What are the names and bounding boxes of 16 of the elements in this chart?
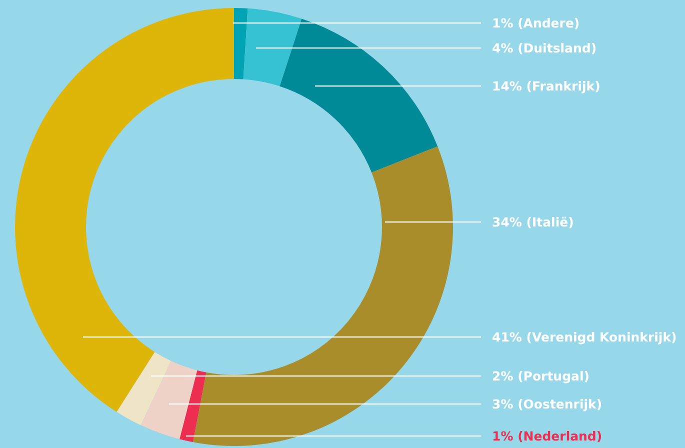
slice-label: 4% (Duitsland)	[492, 40, 597, 56]
donut-slice	[140, 360, 198, 440]
donut-slice	[15, 8, 234, 412]
donut-slice	[234, 8, 248, 80]
donut-slice	[116, 352, 171, 426]
slice-label: 14% (Frankrijk)	[492, 78, 600, 94]
donut-slice	[192, 146, 453, 446]
donut-slice	[280, 18, 438, 173]
donut-slice	[243, 8, 302, 86]
slice-label: 1% (Nederland)	[492, 428, 602, 444]
slice-label: 34% (Italië)	[492, 214, 574, 230]
slice-label: 3% (Oostenrijk)	[492, 396, 602, 412]
slice-label: 41% (Verenigd Koninkrijk)	[492, 329, 677, 344]
donut-slice	[180, 370, 206, 442]
slice-label: 1% (Andere)	[492, 15, 580, 30]
slice-label: 2% (Portugal)	[492, 368, 590, 384]
